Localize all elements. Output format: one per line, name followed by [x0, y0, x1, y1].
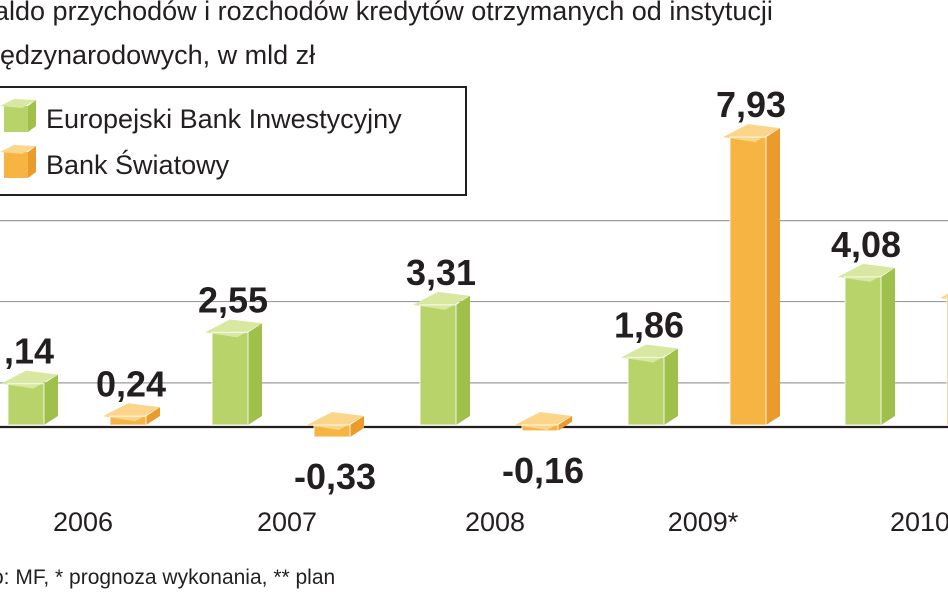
bar-bs-2	[515, 412, 572, 432]
bar-ebi-1	[205, 319, 262, 426]
bar-ebi-1-front	[212, 332, 248, 425]
value-label-ebi-4: 4,08	[831, 224, 901, 265]
x-tick-label-4: 2010	[890, 507, 948, 537]
bar-ebi-3	[621, 344, 678, 426]
bar-ebi-4-side	[881, 267, 895, 425]
bar-bs-1-side	[350, 416, 364, 437]
legend-item-ebi: Europejski Bank Inwestycyjny	[0, 99, 402, 134]
bar-bs-2-side	[558, 416, 572, 431]
bar-bs-4-edge	[946, 297, 948, 426]
value-label-bs-1: -0,33	[294, 456, 376, 497]
value-label-bs-2: -0,16	[502, 450, 584, 491]
bar-bs-3-side	[766, 128, 780, 426]
x-tick-labels: 2006 2007 2008 2009* 2010	[53, 507, 948, 537]
bars	[1, 124, 948, 438]
bar-ebi-3-side	[664, 348, 678, 425]
legend-label-bs: Bank Światowy	[46, 148, 230, 180]
x-tick-label-0: 2006	[53, 507, 113, 537]
bar-ebi-1-side	[248, 323, 262, 425]
bar-bs-1-front	[314, 425, 350, 437]
bar-ebi-0-front	[8, 383, 44, 425]
bar-ebi-4	[838, 263, 895, 426]
legend: Europejski Bank Inwestycyjny Bank Światow…	[0, 86, 467, 196]
bar-ebi-2-edge	[419, 304, 457, 426]
x-tick-label-3: 2009*	[668, 507, 739, 537]
legend-swatch-bs-side	[28, 146, 36, 178]
bar-ebi-0	[1, 370, 58, 426]
bar-bs-3	[723, 124, 780, 426]
legend-item-bs: Bank Światowy	[0, 145, 230, 180]
bar-bs-3-edge	[729, 136, 767, 426]
bar-ebi-2-front	[420, 304, 456, 425]
legend-box	[0, 86, 467, 196]
legend-swatch-bs-top	[0, 145, 36, 154]
legend-swatch-ebi-front	[4, 106, 28, 132]
bar-bs-4	[940, 293, 948, 426]
bar-ebi-4-front	[845, 276, 881, 425]
bar-ebi-3-front	[628, 357, 664, 425]
bar-bs-4-top	[940, 293, 948, 300]
gridlines	[0, 220, 948, 429]
bar-ebi-3-edge	[627, 356, 665, 426]
legend-swatch-ebi-top	[0, 99, 36, 108]
bar-bs-0	[103, 403, 160, 426]
bar-bs-0-front	[110, 416, 146, 425]
chart-title-line-2: iędzynarodowych, w mld zł	[0, 40, 316, 70]
bar-bs-2-edge	[521, 424, 559, 432]
bar-ebi-1-edge	[211, 331, 249, 426]
bar-bs-1-edge	[313, 424, 351, 438]
bar-bs-3-front	[730, 137, 766, 426]
legend-swatch-ebi-side	[28, 100, 36, 132]
legend-swatch-bs-front	[4, 152, 28, 178]
value-label-ebi-3: 1,86	[614, 304, 684, 345]
value-label-bs-3: 7,93	[716, 84, 786, 125]
value-label-bs-0: 0,24	[96, 363, 166, 404]
bar-ebi-0-edge	[7, 382, 45, 426]
legend-label-ebi: Europejski Bank Inwestycyjny	[46, 104, 402, 134]
chart-title-line-1: aldo przychodów i rozchodów kredytów otr…	[0, 0, 773, 26]
value-labels: ,140,242,55-0,333,31-0,161,867,934,083,	[4, 84, 901, 497]
source-note: o: MF, * prognoza wykonania, ** plan	[0, 566, 336, 589]
bar-ebi-2	[413, 291, 470, 426]
x-tick-label-2: 2008	[465, 507, 525, 537]
bar-bs-0-edge	[109, 415, 147, 426]
bar-ebi-4-edge	[844, 276, 882, 426]
value-label-ebi-1: 2,55	[198, 279, 268, 320]
value-label-ebi-0: ,14	[4, 331, 54, 372]
bar-ebi-2-side	[456, 295, 470, 425]
bar-bs-1	[307, 412, 364, 438]
bar-bs-0-side	[146, 407, 160, 425]
x-tick-label-1: 2007	[257, 507, 317, 537]
bar-ebi-0-side	[44, 374, 58, 425]
value-label-ebi-2: 3,31	[406, 252, 476, 293]
